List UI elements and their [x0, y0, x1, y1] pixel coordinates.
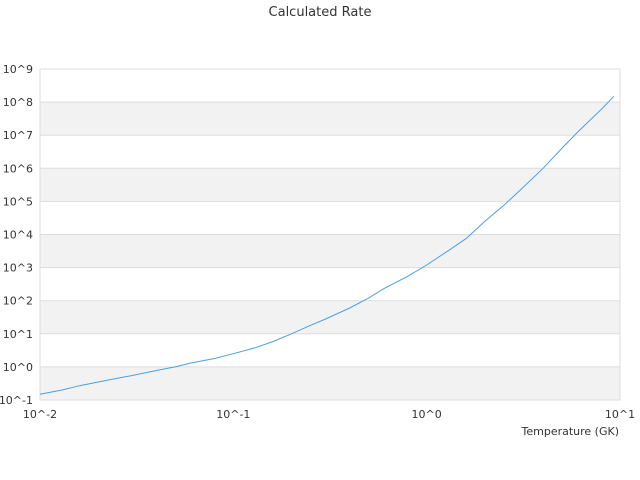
y-tick-label: 10^0 [3, 361, 33, 374]
x-axis-ticks: 10^-2 10^-1 10^0 10^1 [23, 408, 635, 421]
y-tick-label: 10^3 [3, 262, 33, 275]
y-tick-label: 10^1 [3, 328, 33, 341]
x-tick-label: 10^-2 [23, 408, 57, 421]
grid-band [40, 102, 620, 136]
y-tick-label: 10^9 [3, 63, 33, 76]
plot-grid [39, 68, 621, 401]
grid-band [40, 168, 620, 202]
series-group [39, 95, 615, 395]
y-tick-label: 10^5 [3, 195, 33, 208]
x-tick-label: 10^-1 [216, 408, 250, 421]
plot-bands [40, 102, 620, 400]
x-tick-label: 10^0 [412, 408, 442, 421]
y-tick-label: 10^2 [3, 295, 33, 308]
y-tick-label: 10^-1 [0, 394, 33, 407]
y-axis-ticks: 10^-1 10^0 10^1 10^2 10^3 10^4 10^5 10^6 10^7 10^… [0, 63, 33, 407]
grid-band [40, 234, 620, 268]
y-tick-label: 10^4 [3, 229, 33, 242]
y-tick-label: 10^8 [3, 96, 33, 109]
series-line [39, 95, 615, 395]
y-tick-label: 10^7 [3, 129, 33, 142]
chart-title: Calculated Rate [269, 5, 372, 20]
y-tick-label: 10^6 [3, 162, 33, 175]
grid-band [40, 366, 620, 400]
x-axis-label: Temperature (GK) [521, 425, 620, 438]
x-tick-label: 10^1 [605, 408, 635, 421]
